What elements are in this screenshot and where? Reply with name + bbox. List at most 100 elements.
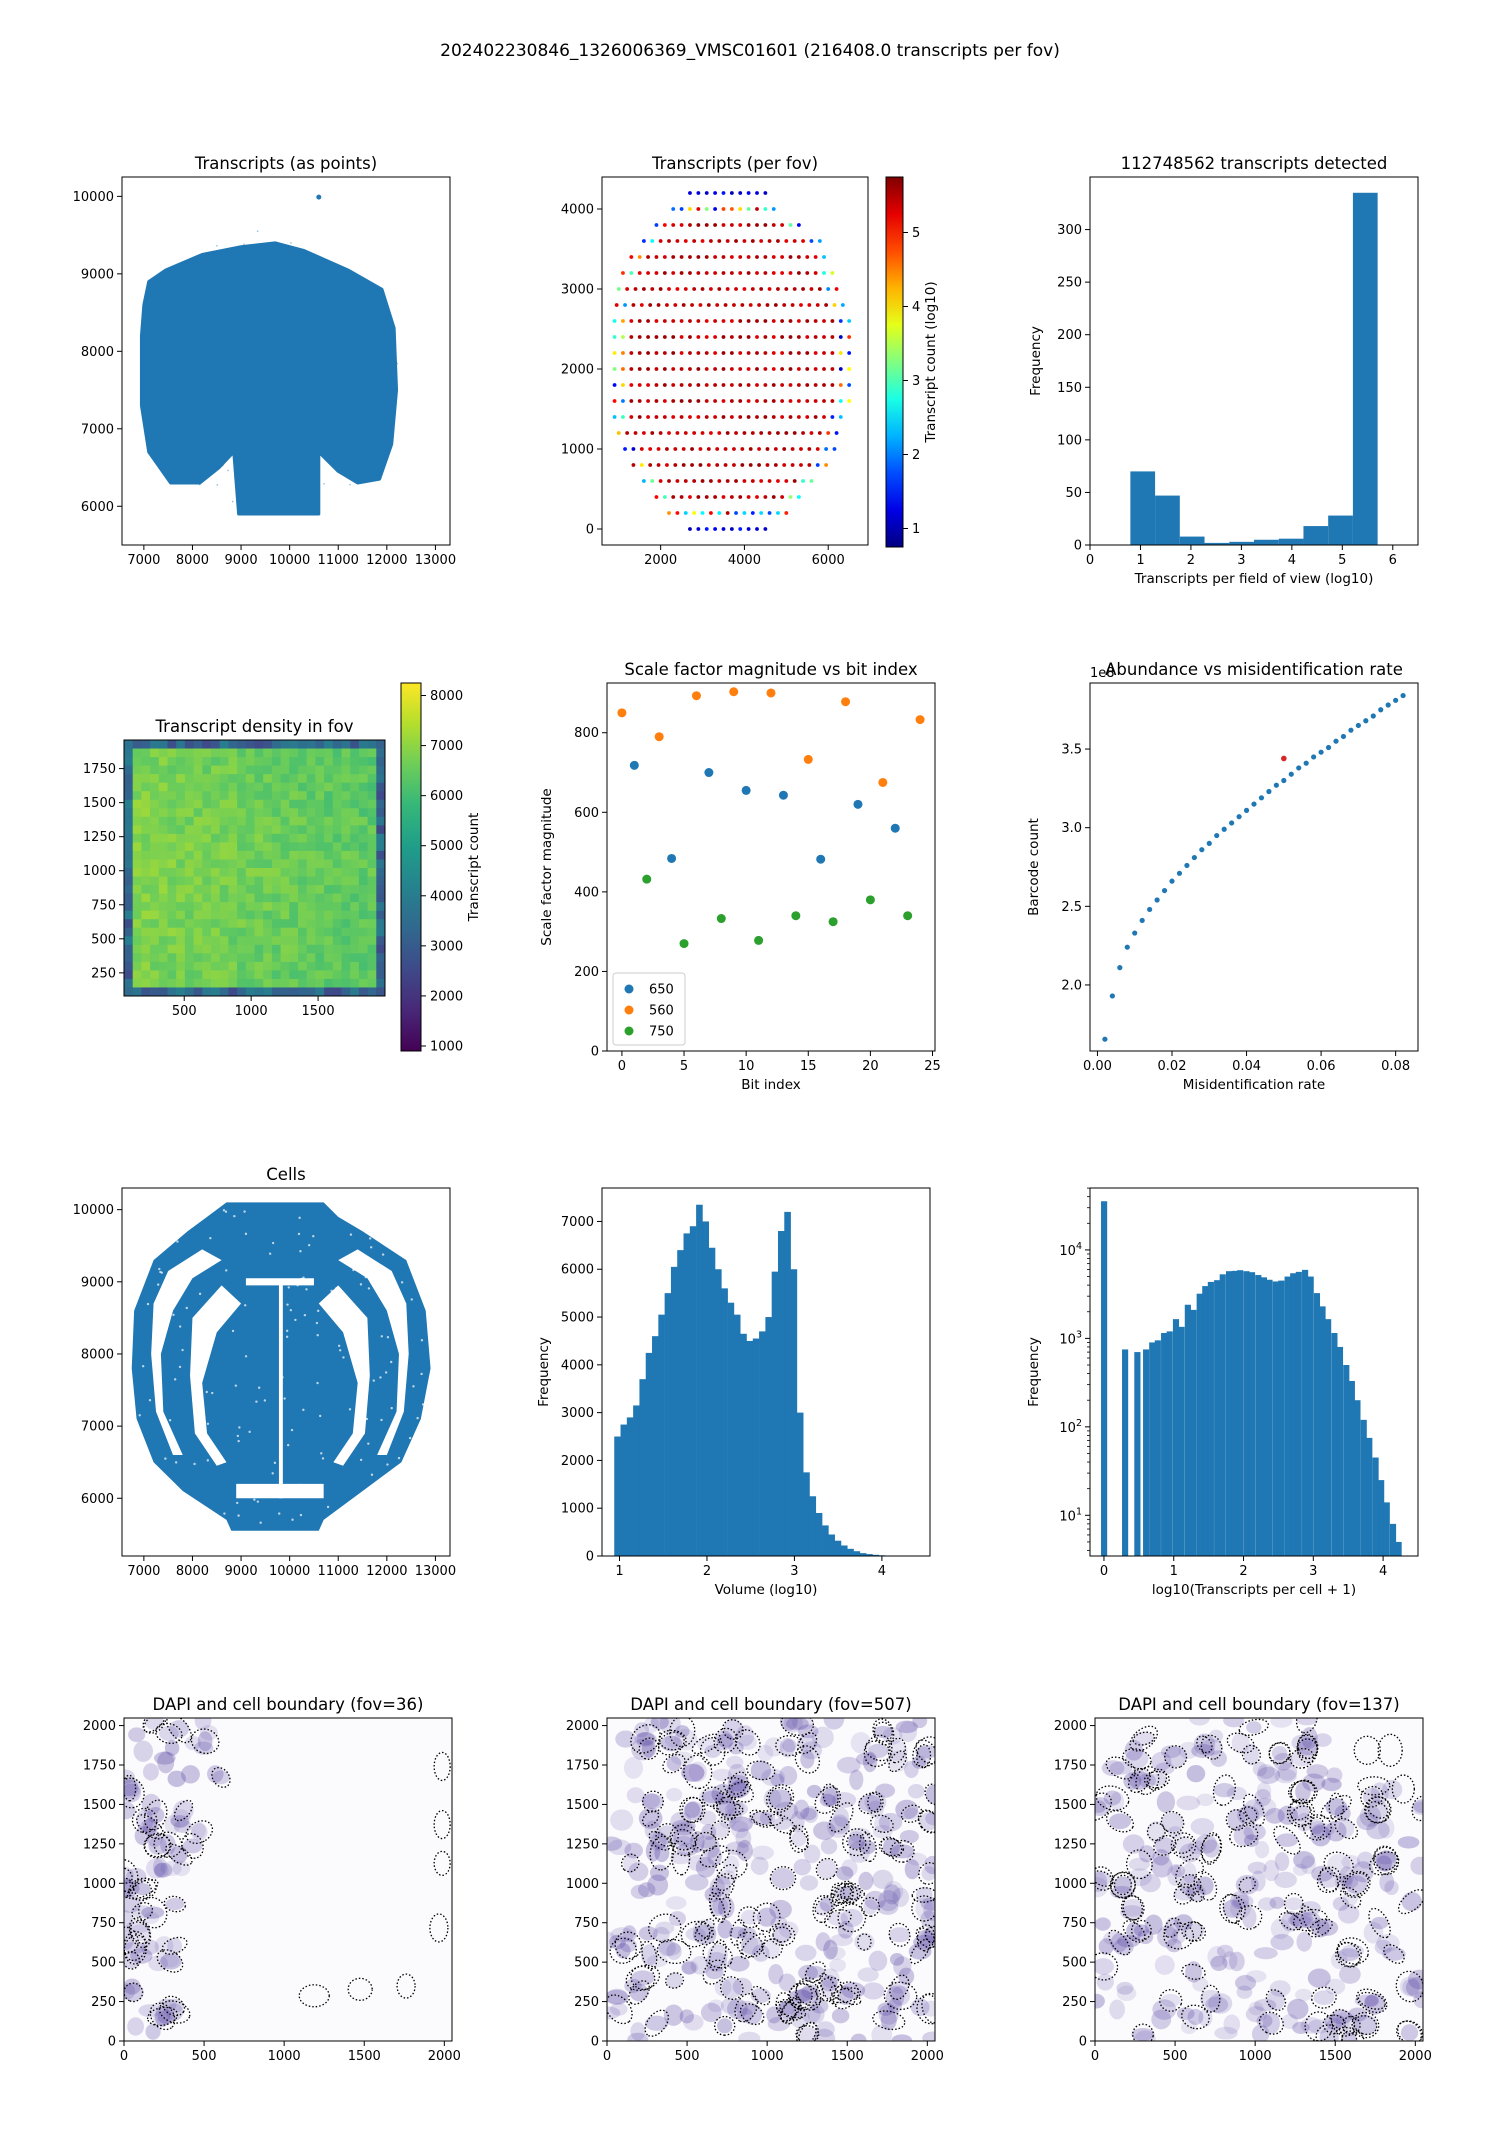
density-cell: [193, 859, 203, 869]
nucleus-blob: [1247, 1861, 1267, 1875]
density-cell: [306, 893, 316, 903]
density-cell: [315, 936, 325, 946]
density-cell: [158, 868, 168, 878]
y-tick-label: 750: [1062, 1916, 1087, 1931]
cell-boundary: [714, 1849, 748, 1879]
fov-point: [721, 415, 726, 419]
cells-speckle: [381, 1253, 385, 1256]
density-cell: [341, 859, 351, 869]
nucleus-blob: [1296, 1812, 1312, 1832]
nucleus-blob: [741, 2003, 763, 2025]
density-cell: [211, 757, 221, 767]
density-cell: [341, 910, 351, 920]
nucleus-blob: [1407, 1969, 1423, 1990]
fov-point: [813, 383, 818, 387]
nucleus-blob: [1274, 1768, 1297, 1784]
fov-point: [696, 191, 701, 195]
fov-point: [654, 495, 659, 499]
fov-point: [623, 303, 627, 307]
fov-point: [704, 271, 709, 275]
fov-point: [729, 415, 734, 419]
density-cell: [202, 927, 212, 937]
fov-point: [621, 319, 625, 323]
nucleus-blob: [170, 1845, 188, 1864]
density-cell: [124, 893, 134, 903]
density-cell: [367, 978, 377, 988]
cell-boundary: [1328, 1792, 1344, 1822]
density-cell: [245, 927, 255, 937]
density-cell: [350, 902, 360, 912]
density-cell: [219, 782, 229, 792]
nucleus-blob: [173, 1800, 194, 1821]
cells-speckle: [195, 1326, 199, 1330]
nucleus-blob: [1185, 1961, 1202, 1983]
cell-boundary: [628, 1980, 650, 2005]
density-cell: [254, 842, 264, 852]
nucleus-blob: [1299, 1901, 1321, 1916]
fov-point: [815, 303, 820, 307]
density-cell: [245, 944, 255, 954]
histogram-bar: [771, 1271, 779, 1556]
fov-point: [788, 399, 793, 403]
fov-point: [648, 447, 653, 451]
density-cell: [289, 953, 299, 963]
nucleus-blob: [674, 1822, 695, 1836]
density-cell: [289, 833, 299, 843]
density-cell: [176, 876, 186, 886]
density-cell: [367, 850, 377, 860]
density-cell: [184, 842, 195, 852]
density-cell: [367, 765, 377, 775]
fov-point: [805, 351, 810, 355]
fov-point: [782, 463, 787, 467]
nucleus-blob: [872, 1824, 893, 1839]
fov-point: [796, 399, 801, 403]
density-cell: [306, 765, 316, 775]
nucleus-blob: [892, 1887, 909, 1907]
fov-point: [698, 463, 703, 467]
density-cell: [193, 774, 203, 784]
cell-boundary: [719, 1976, 744, 2001]
density-cell: [350, 944, 360, 954]
fov-point: [688, 271, 692, 275]
fov-point: [656, 463, 661, 467]
histogram-bar: [1166, 1331, 1173, 1556]
cell-boundary: [888, 1750, 907, 1773]
density-cell: [341, 978, 351, 988]
cells-speckle: [337, 1344, 341, 1348]
density-cell: [376, 799, 386, 809]
fov-point: [641, 287, 646, 291]
density-cell: [193, 782, 203, 792]
cell-boundary: [711, 1873, 735, 1901]
cells-speckle: [303, 1313, 307, 1317]
cell-boundary: [161, 1995, 186, 2017]
density-cell: [158, 842, 168, 852]
cell-boundary: [641, 1940, 658, 1970]
y-tick-label: 3.0: [1061, 821, 1082, 836]
nucleus-blob: [1095, 1800, 1107, 1813]
cell-boundary: [625, 1964, 661, 1992]
density-cell: [324, 782, 334, 792]
density-cell: [228, 791, 238, 801]
density-cell: [263, 987, 273, 997]
cell-boundary: [124, 1930, 148, 1965]
x-tick-label: 2000: [428, 2049, 461, 2064]
scatter-point: [816, 854, 826, 864]
cells-speckle: [386, 1463, 389, 1466]
density-cell: [158, 774, 168, 784]
density-cell: [202, 953, 212, 963]
fov-point: [757, 447, 761, 451]
axes-overlay: 0 500 1000 1500 2000025050075010001250150017…: [83, 1695, 461, 2064]
cell-boundary: [683, 1754, 713, 1790]
curve-point: [1258, 795, 1265, 801]
nucleus-blob: [692, 1924, 717, 1945]
fov-point: [771, 271, 776, 275]
density-cell: [228, 970, 238, 980]
cell-boundary: [669, 1824, 698, 1851]
nucleus-blob: [1363, 1787, 1381, 1806]
nucleus-blob: [862, 1751, 878, 1773]
fov-point: [692, 287, 697, 291]
density-cell: [341, 876, 351, 886]
density-cell: [324, 842, 334, 852]
density-cell: [306, 850, 316, 860]
fov-point: [658, 287, 663, 291]
